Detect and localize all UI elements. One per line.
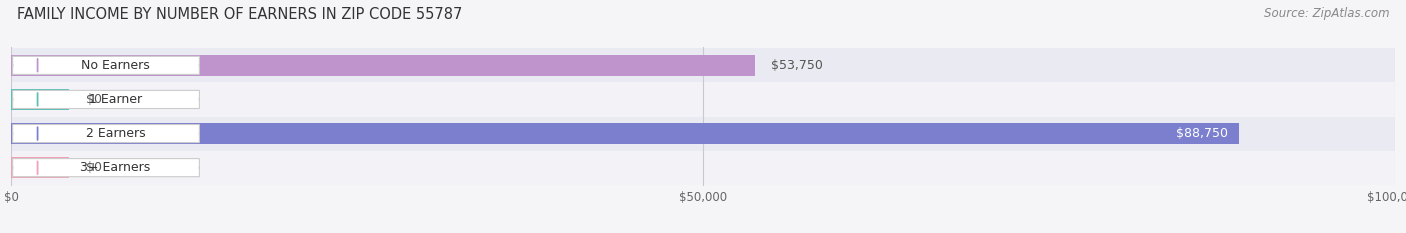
Text: $0: $0 (86, 93, 103, 106)
Bar (11, 151, 1395, 185)
Text: $0: $0 (86, 161, 103, 174)
Text: $53,750: $53,750 (772, 59, 824, 72)
Bar (11, 89, 69, 110)
Bar (11, 123, 1239, 144)
FancyBboxPatch shape (13, 56, 200, 74)
Bar (11, 55, 755, 76)
Text: 1 Earner: 1 Earner (89, 93, 142, 106)
Bar (11, 48, 1395, 82)
Text: No Earners: No Earners (82, 59, 149, 72)
Text: 3+ Earners: 3+ Earners (80, 161, 150, 174)
FancyBboxPatch shape (13, 159, 200, 177)
Bar (11, 116, 1395, 151)
Bar (11, 157, 69, 178)
Text: FAMILY INCOME BY NUMBER OF EARNERS IN ZIP CODE 55787: FAMILY INCOME BY NUMBER OF EARNERS IN ZI… (17, 7, 463, 22)
Text: $88,750: $88,750 (1175, 127, 1227, 140)
Bar (11, 82, 1395, 116)
Text: 2 Earners: 2 Earners (86, 127, 145, 140)
FancyBboxPatch shape (13, 124, 200, 143)
Text: Source: ZipAtlas.com: Source: ZipAtlas.com (1264, 7, 1389, 20)
FancyBboxPatch shape (13, 90, 200, 109)
